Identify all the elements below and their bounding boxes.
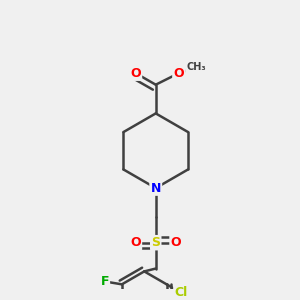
Text: S: S: [151, 236, 160, 249]
Text: O: O: [170, 236, 181, 249]
Text: O: O: [130, 67, 141, 80]
Text: O: O: [173, 67, 184, 80]
Text: CH₃: CH₃: [186, 62, 206, 73]
Text: F: F: [100, 275, 109, 288]
Text: O: O: [130, 236, 141, 249]
Text: Cl: Cl: [174, 286, 188, 299]
Text: N: N: [151, 182, 161, 195]
